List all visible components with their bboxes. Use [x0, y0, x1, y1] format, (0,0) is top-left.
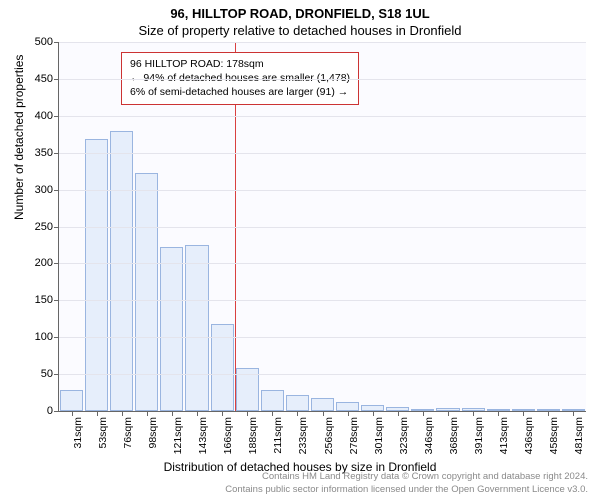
x-tick-mark — [222, 411, 223, 416]
grid-line — [59, 79, 586, 80]
x-tick-label: 143sqm — [197, 417, 209, 454]
x-tick-mark — [523, 411, 524, 416]
x-tick-label: 323sqm — [398, 417, 410, 454]
x-tick-mark — [97, 411, 98, 416]
y-tick-label: 250 — [35, 221, 53, 233]
x-tick-label: 233sqm — [297, 417, 309, 454]
x-tick-mark — [122, 411, 123, 416]
grid-line — [59, 300, 586, 301]
grid-line — [59, 190, 586, 191]
x-tick-label: 278sqm — [348, 417, 360, 454]
x-tick-label: 436sqm — [523, 417, 535, 454]
x-tick-label: 211sqm — [272, 417, 284, 454]
annotation-line-3: 6% of semi-detached houses are larger (9… — [130, 85, 350, 99]
footer-line-1: Contains HM Land Registry data © Crown c… — [12, 471, 588, 483]
footer-line-2: Contains public sector information licen… — [12, 484, 588, 496]
grid-line — [59, 337, 586, 338]
y-tick-mark — [54, 227, 59, 228]
y-tick-label: 100 — [35, 331, 53, 343]
x-tick-mark — [72, 411, 73, 416]
y-tick-mark — [54, 300, 59, 301]
y-tick-mark — [54, 190, 59, 191]
grid-line — [59, 374, 586, 375]
y-axis-label: Number of detached properties — [12, 55, 26, 220]
bar — [185, 245, 208, 411]
x-tick-label: 53sqm — [97, 417, 109, 449]
x-tick-label: 368sqm — [448, 417, 460, 454]
y-tick-label: 450 — [35, 73, 53, 85]
bar — [311, 398, 334, 411]
x-tick-mark — [348, 411, 349, 416]
grid-line — [59, 153, 586, 154]
x-tick-mark — [373, 411, 374, 416]
x-tick-mark — [498, 411, 499, 416]
y-tick-mark — [54, 116, 59, 117]
y-tick-label: 0 — [47, 405, 53, 417]
bar — [286, 395, 309, 411]
x-tick-mark — [172, 411, 173, 416]
y-tick-mark — [54, 153, 59, 154]
bar — [60, 390, 83, 411]
x-tick-label: 301sqm — [373, 417, 385, 454]
y-tick-label: 200 — [35, 257, 53, 269]
x-tick-mark — [272, 411, 273, 416]
x-tick-mark — [548, 411, 549, 416]
y-tick-mark — [54, 374, 59, 375]
grid-line — [59, 116, 586, 117]
y-tick-label: 50 — [41, 368, 53, 380]
x-tick-mark — [573, 411, 574, 416]
y-tick-mark — [54, 42, 59, 43]
plot-area: 96 HILLTOP ROAD: 178sqm ← 94% of detache… — [58, 42, 586, 412]
grid-line — [59, 42, 586, 43]
x-tick-label: 188sqm — [247, 417, 259, 454]
bar — [336, 402, 359, 411]
x-tick-label: 458sqm — [548, 417, 560, 454]
x-tick-mark — [473, 411, 474, 416]
page-title-line1: 96, HILLTOP ROAD, DRONFIELD, S18 1UL — [0, 0, 600, 21]
x-tick-mark — [297, 411, 298, 416]
grid-line — [59, 263, 586, 264]
bar — [85, 139, 108, 411]
bar — [261, 390, 284, 411]
x-tick-mark — [398, 411, 399, 416]
x-tick-mark — [247, 411, 248, 416]
x-tick-mark — [323, 411, 324, 416]
bar — [160, 247, 183, 411]
annotation-line-1: 96 HILLTOP ROAD: 178sqm — [130, 57, 350, 71]
y-tick-label: 350 — [35, 147, 53, 159]
x-tick-mark — [147, 411, 148, 416]
grid-line — [59, 227, 586, 228]
x-tick-label: 346sqm — [423, 417, 435, 454]
x-tick-mark — [423, 411, 424, 416]
x-tick-label: 166sqm — [222, 417, 234, 454]
x-tick-label: 256sqm — [323, 417, 335, 454]
x-tick-mark — [197, 411, 198, 416]
x-tick-mark — [448, 411, 449, 416]
x-tick-label: 76sqm — [122, 417, 134, 449]
x-tick-label: 121sqm — [172, 417, 184, 454]
bar — [135, 173, 158, 411]
y-tick-mark — [54, 337, 59, 338]
y-tick-label: 150 — [35, 294, 53, 306]
y-tick-label: 300 — [35, 184, 53, 196]
y-tick-mark — [54, 79, 59, 80]
x-tick-label: 98sqm — [147, 417, 159, 449]
y-tick-label: 400 — [35, 110, 53, 122]
y-tick-mark — [54, 263, 59, 264]
y-tick-label: 500 — [35, 36, 53, 48]
chart-container: 96 HILLTOP ROAD: 178sqm ← 94% of detache… — [58, 42, 586, 412]
page-title-line2: Size of property relative to detached ho… — [0, 21, 600, 42]
x-tick-label: 413sqm — [498, 417, 510, 454]
y-tick-mark — [54, 411, 59, 412]
x-tick-label: 31sqm — [72, 417, 84, 449]
footer: Contains HM Land Registry data © Crown c… — [0, 471, 600, 496]
x-tick-label: 481sqm — [573, 417, 585, 454]
bar — [110, 131, 133, 411]
x-tick-label: 391sqm — [473, 417, 485, 454]
